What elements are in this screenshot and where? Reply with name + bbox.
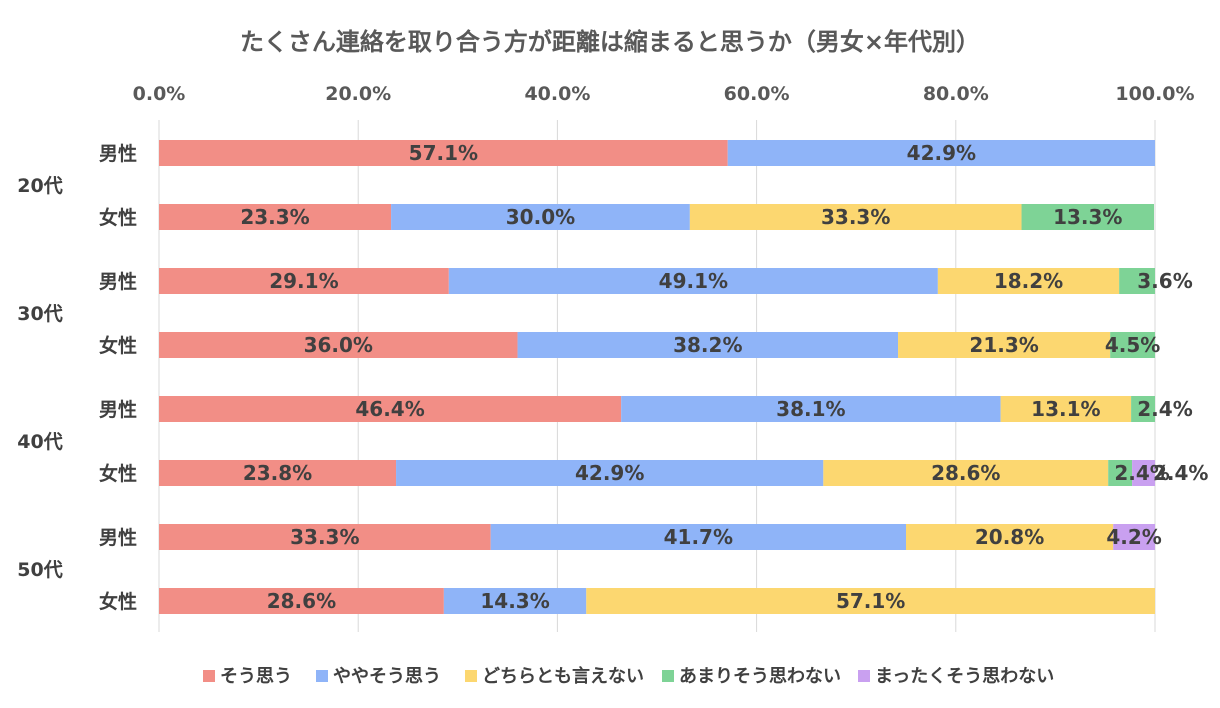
- data-label: 42.9%: [907, 141, 976, 165]
- group-label: 40代: [17, 431, 62, 453]
- legend-label: どちらとも言えない: [482, 665, 644, 687]
- group-label: 30代: [17, 303, 62, 325]
- data-label: 2.4%: [1114, 461, 1169, 485]
- data-label: 38.1%: [776, 397, 845, 421]
- legend-label: まったくそう思わない: [875, 666, 1054, 687]
- data-label: 4.2%: [1106, 525, 1161, 549]
- group-label: 50代: [17, 559, 62, 581]
- category-label: 男性: [99, 142, 137, 165]
- data-label: 41.7%: [664, 525, 733, 549]
- bar-segment: [689, 204, 1022, 230]
- bar-segment: [823, 460, 1109, 486]
- data-label: 18.2%: [994, 269, 1063, 293]
- data-label: 30.0%: [506, 205, 575, 229]
- bar-segment: [1108, 460, 1133, 486]
- bar-segment: [727, 140, 1155, 166]
- bar-segment: [1131, 396, 1155, 422]
- category-label: 男性: [99, 270, 137, 293]
- legend-label: ややそう思う: [333, 666, 441, 687]
- bar-segment: [937, 268, 1120, 294]
- data-label: 49.1%: [659, 269, 728, 293]
- chart-title: たくさん連絡を取り合う方が距離は縮まると思うか（男女×年代別）: [240, 28, 980, 56]
- bar-segment: [898, 332, 1111, 358]
- bar-segment: [159, 396, 622, 422]
- bars: [159, 140, 1155, 614]
- bar-segment: [1021, 204, 1155, 230]
- bar-segment: [396, 460, 824, 486]
- group-label: 20代: [17, 175, 62, 197]
- legend-swatch: [662, 670, 674, 682]
- x-tick-label: 100.0%: [1115, 83, 1194, 105]
- data-label: 4.5%: [1105, 333, 1160, 357]
- bar-segment: [443, 588, 587, 614]
- legend-swatch: [203, 670, 215, 682]
- category-label: 男性: [99, 398, 137, 421]
- legend-label: あまりそう思わない: [679, 666, 841, 687]
- bar-segment: [159, 588, 444, 614]
- data-label: 21.3%: [969, 333, 1038, 357]
- x-tick-label: 60.0%: [724, 83, 790, 105]
- bar-segment: [1132, 460, 1155, 486]
- legend-label: そう思う: [220, 666, 292, 687]
- category-label: 男性: [99, 526, 137, 549]
- data-label: 57.1%: [409, 141, 478, 165]
- data-label: 46.4%: [355, 397, 424, 421]
- legend-swatch: [858, 670, 870, 682]
- data-label: 57.1%: [836, 589, 905, 613]
- data-label: 28.6%: [931, 461, 1000, 485]
- bar-segment: [1000, 396, 1132, 422]
- x-axis-ticks: 0.0% 20.0% 40.0% 60.0% 80.0% 100.0%: [133, 83, 1195, 105]
- data-label: 28.6%: [267, 589, 336, 613]
- data-label: 36.0%: [304, 333, 373, 357]
- legend-swatch: [465, 670, 477, 682]
- data-label: 13.1%: [1031, 397, 1100, 421]
- bar-segment: [159, 332, 518, 358]
- bar-segment: [159, 460, 397, 486]
- bar-segment: [621, 396, 1001, 422]
- bar-segment: [1110, 332, 1155, 358]
- data-label: 42.9%: [575, 461, 644, 485]
- data-label: 2.4%: [1137, 397, 1192, 421]
- data-label: 29.1%: [269, 269, 338, 293]
- bar-segment: [1113, 524, 1155, 550]
- data-label: 14.3%: [480, 589, 549, 613]
- data-label: 33.3%: [821, 205, 890, 229]
- gridlines: [158, 120, 1156, 632]
- category-label: 女性: [99, 206, 137, 229]
- bar-segment: [1119, 268, 1155, 294]
- bar-segment: [391, 204, 690, 230]
- data-label: 13.3%: [1053, 205, 1122, 229]
- bar-segment: [586, 588, 1155, 614]
- category-label: 女性: [99, 590, 137, 613]
- x-tick-label: 40.0%: [524, 83, 590, 105]
- data-label: 3.6%: [1137, 269, 1192, 293]
- legend: そう思う ややそう思う どちらとも言えない あまりそう思わない まったくそう思わない: [203, 665, 1054, 687]
- x-tick-label: 20.0%: [325, 83, 391, 105]
- bar-segment: [159, 204, 392, 230]
- x-tick-label: 80.0%: [923, 83, 989, 105]
- x-tick-label: 0.0%: [133, 83, 186, 105]
- data-labels: 57.1% 42.9% 23.3% 30.0% 33.3% 13.3% 29.1% 49.1%…: [240, 141, 1208, 613]
- bar-segment: [906, 524, 1114, 550]
- data-label: 38.2%: [673, 333, 742, 357]
- bar-segment: [517, 332, 899, 358]
- bar-segment: [159, 524, 491, 550]
- data-label: 20.8%: [975, 525, 1044, 549]
- category-label: 女性: [99, 462, 137, 485]
- category-label: 女性: [99, 334, 137, 357]
- bar-segment: [490, 524, 906, 550]
- data-label: 23.8%: [243, 461, 312, 485]
- bar-segment: [159, 140, 728, 166]
- data-label: 33.3%: [290, 525, 359, 549]
- data-label: 23.3%: [240, 205, 309, 229]
- legend-swatch: [316, 670, 328, 682]
- data-label: 2.4%: [1153, 461, 1208, 485]
- bar-segment: [448, 268, 938, 294]
- bar-segment: [159, 268, 449, 294]
